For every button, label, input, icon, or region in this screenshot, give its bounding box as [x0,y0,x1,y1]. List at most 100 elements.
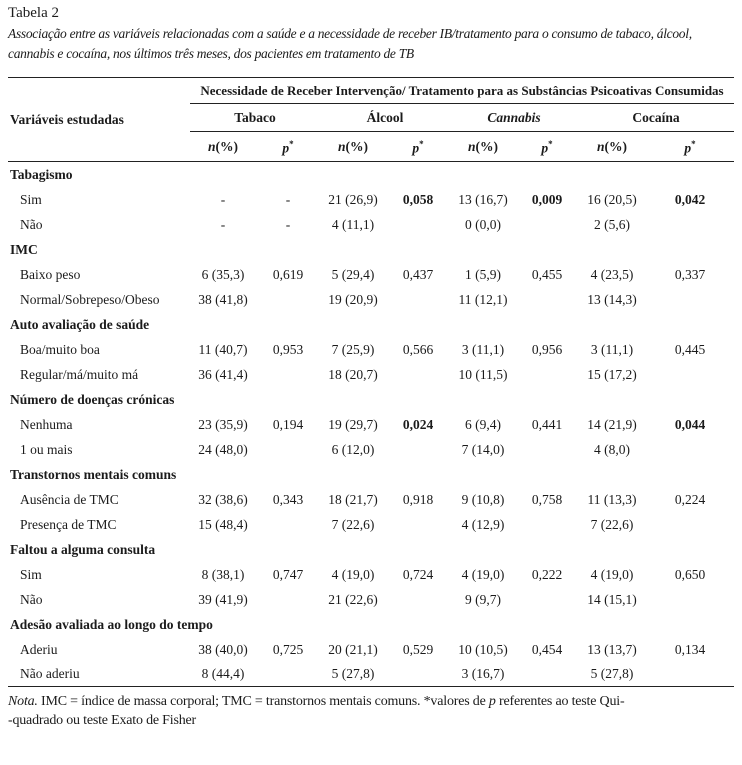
value-cell [256,362,320,387]
measures-row: n(%) p* n(%) p* n(%) p* n(%) p* [8,131,734,162]
group-row: Auto avaliação de saúde [8,312,734,337]
table-row: Nenhuma 23 (35,9) 0,194 19 (29,7) 0,024 6 (9,… [8,412,734,437]
value-cell [646,587,734,612]
value-cell: 8 (38,1) [201,566,245,582]
group-label: IMC [10,241,38,257]
value-cell [516,587,578,612]
group-label: Número de doenças crónicas [10,391,175,407]
value-cell [516,512,578,537]
group-label: Auto avaliação de saúde [10,316,150,332]
value-cell: 5 (27,8) [331,666,375,682]
value-cell [646,437,734,462]
row-label: Não [20,216,43,232]
row-label: Aderiu [20,641,58,657]
value-cell [516,287,578,312]
group-label: Tabagismo [10,166,73,182]
value-cell [256,587,320,612]
value-cell [256,512,320,537]
note-line-2: -quadrado ou teste Exato de Fisher [8,713,196,728]
table-row: Ausência de TMC 32 (38,6) 0,343 18 (21,7) 0,… [8,487,734,512]
row-label: Presença de TMC [20,516,117,532]
value-cell [646,212,734,237]
value-cell [256,287,320,312]
value-cell: 0,058 [402,191,434,207]
value-cell: - [285,191,291,207]
value-cell [646,362,734,387]
group-row: Tabagismo [8,162,734,187]
value-cell: 7 (22,6) [331,516,375,532]
n-percent-header: n(%) [190,131,256,162]
row-label: 1 ou mais [20,441,73,457]
value-cell [516,212,578,237]
group-label: Faltou a alguma consulta [10,541,156,557]
value-cell: 0,042 [674,191,706,207]
value-cell [386,362,450,387]
group-row: Número de doenças crónicas [8,387,734,412]
row-label: Sim [20,191,42,207]
group-row: Transtornos mentais comuns [8,462,734,487]
spanning-header-row: Variáveis estudadas Necessidade de Receb… [8,77,734,162]
substance-header: Cannabis [450,103,578,132]
table-row: Não 39 (41,9) 21 (22,6) 9 (9,7) 14 (15,1) [8,587,734,612]
value-cell: 32 (38,6) [198,491,248,507]
value-cell: 21 (22,6) [328,591,378,607]
value-cell: 0,222 [531,566,563,582]
value-cell: 13 (16,7) [458,191,508,207]
value-cell [386,662,450,687]
row-label: Sim [20,566,42,582]
value-cell: 18 (21,7) [328,491,378,507]
value-cell: 1 (5,9) [465,266,501,282]
value-cell [516,362,578,387]
value-cell: 6 (35,3) [201,266,245,282]
value-cell: 0,918 [402,491,434,507]
group-label: Adesão avaliada ao longo do tempo [10,616,213,632]
value-cell: 13 (13,7) [587,641,637,657]
value-cell: - [220,191,226,207]
value-cell: 0,337 [674,266,706,282]
p-value-header: p* [516,131,578,162]
row-label: Não [20,591,43,607]
p-value-header: p* [386,131,450,162]
value-cell: 18 (20,7) [328,366,378,382]
value-cell: 0 (0,0) [465,216,501,232]
value-cell: 0,445 [674,341,706,357]
substance-header: Cocaína [578,103,734,132]
value-cell: 4 (19,0) [331,566,375,582]
table-row: 1 ou mais 24 (48,0) 6 (12,0) 7 (14,0) 4 (8,0… [8,437,734,462]
value-cell: 0,619 [272,266,304,282]
value-cell: 0,441 [531,416,563,432]
value-cell: 3 (11,1) [590,341,634,357]
value-cell: 39 (41,9) [198,591,248,607]
value-cell: 15 (48,4) [198,516,248,532]
group-row: IMC [8,237,734,262]
value-cell: 14 (21,9) [587,416,637,432]
value-cell: 0,134 [674,641,706,657]
results-table: Variáveis estudadas Necessidade de Receb… [8,77,734,687]
value-cell: 0,194 [272,416,304,432]
group-row: Adesão avaliada ao longo do tempo [8,612,734,637]
table-row: Sim 8 (38,1) 0,747 4 (19,0) 0,724 4 (19,0) 0,2… [8,562,734,587]
value-cell: 0,024 [402,416,434,432]
table-body: Tabagismo Sim - - 21 (26,9) 0,058 13 (16,7) 0,0… [8,162,734,687]
value-cell: 7 (22,6) [590,516,634,532]
value-cell [516,437,578,462]
value-cell [386,212,450,237]
value-cell: 3 (11,1) [461,341,505,357]
note-text-1: IMC = índice de massa corporal; TMC = tr… [37,694,489,709]
p-value-header: p* [256,131,320,162]
row-label: Nenhuma [20,416,73,432]
value-cell: 23 (35,9) [198,416,248,432]
value-cell: 11 (12,1) [458,291,508,307]
value-cell: 9 (9,7) [465,591,501,607]
value-cell: 11 (40,7) [198,341,248,357]
value-cell: 0,529 [402,641,434,657]
table-row: Regular/má/muito má 36 (41,4) 18 (20,7) 10 … [8,362,734,387]
value-cell: 4 (8,0) [594,441,630,457]
value-cell: 6 (12,0) [331,441,375,457]
value-cell: 10 (11,5) [458,366,508,382]
row-label: Não aderiu [20,666,80,682]
value-cell: 15 (17,2) [587,366,637,382]
value-cell: 19 (20,9) [328,291,378,307]
value-cell: 0,009 [531,191,563,207]
value-cell: 4 (12,9) [461,516,505,532]
